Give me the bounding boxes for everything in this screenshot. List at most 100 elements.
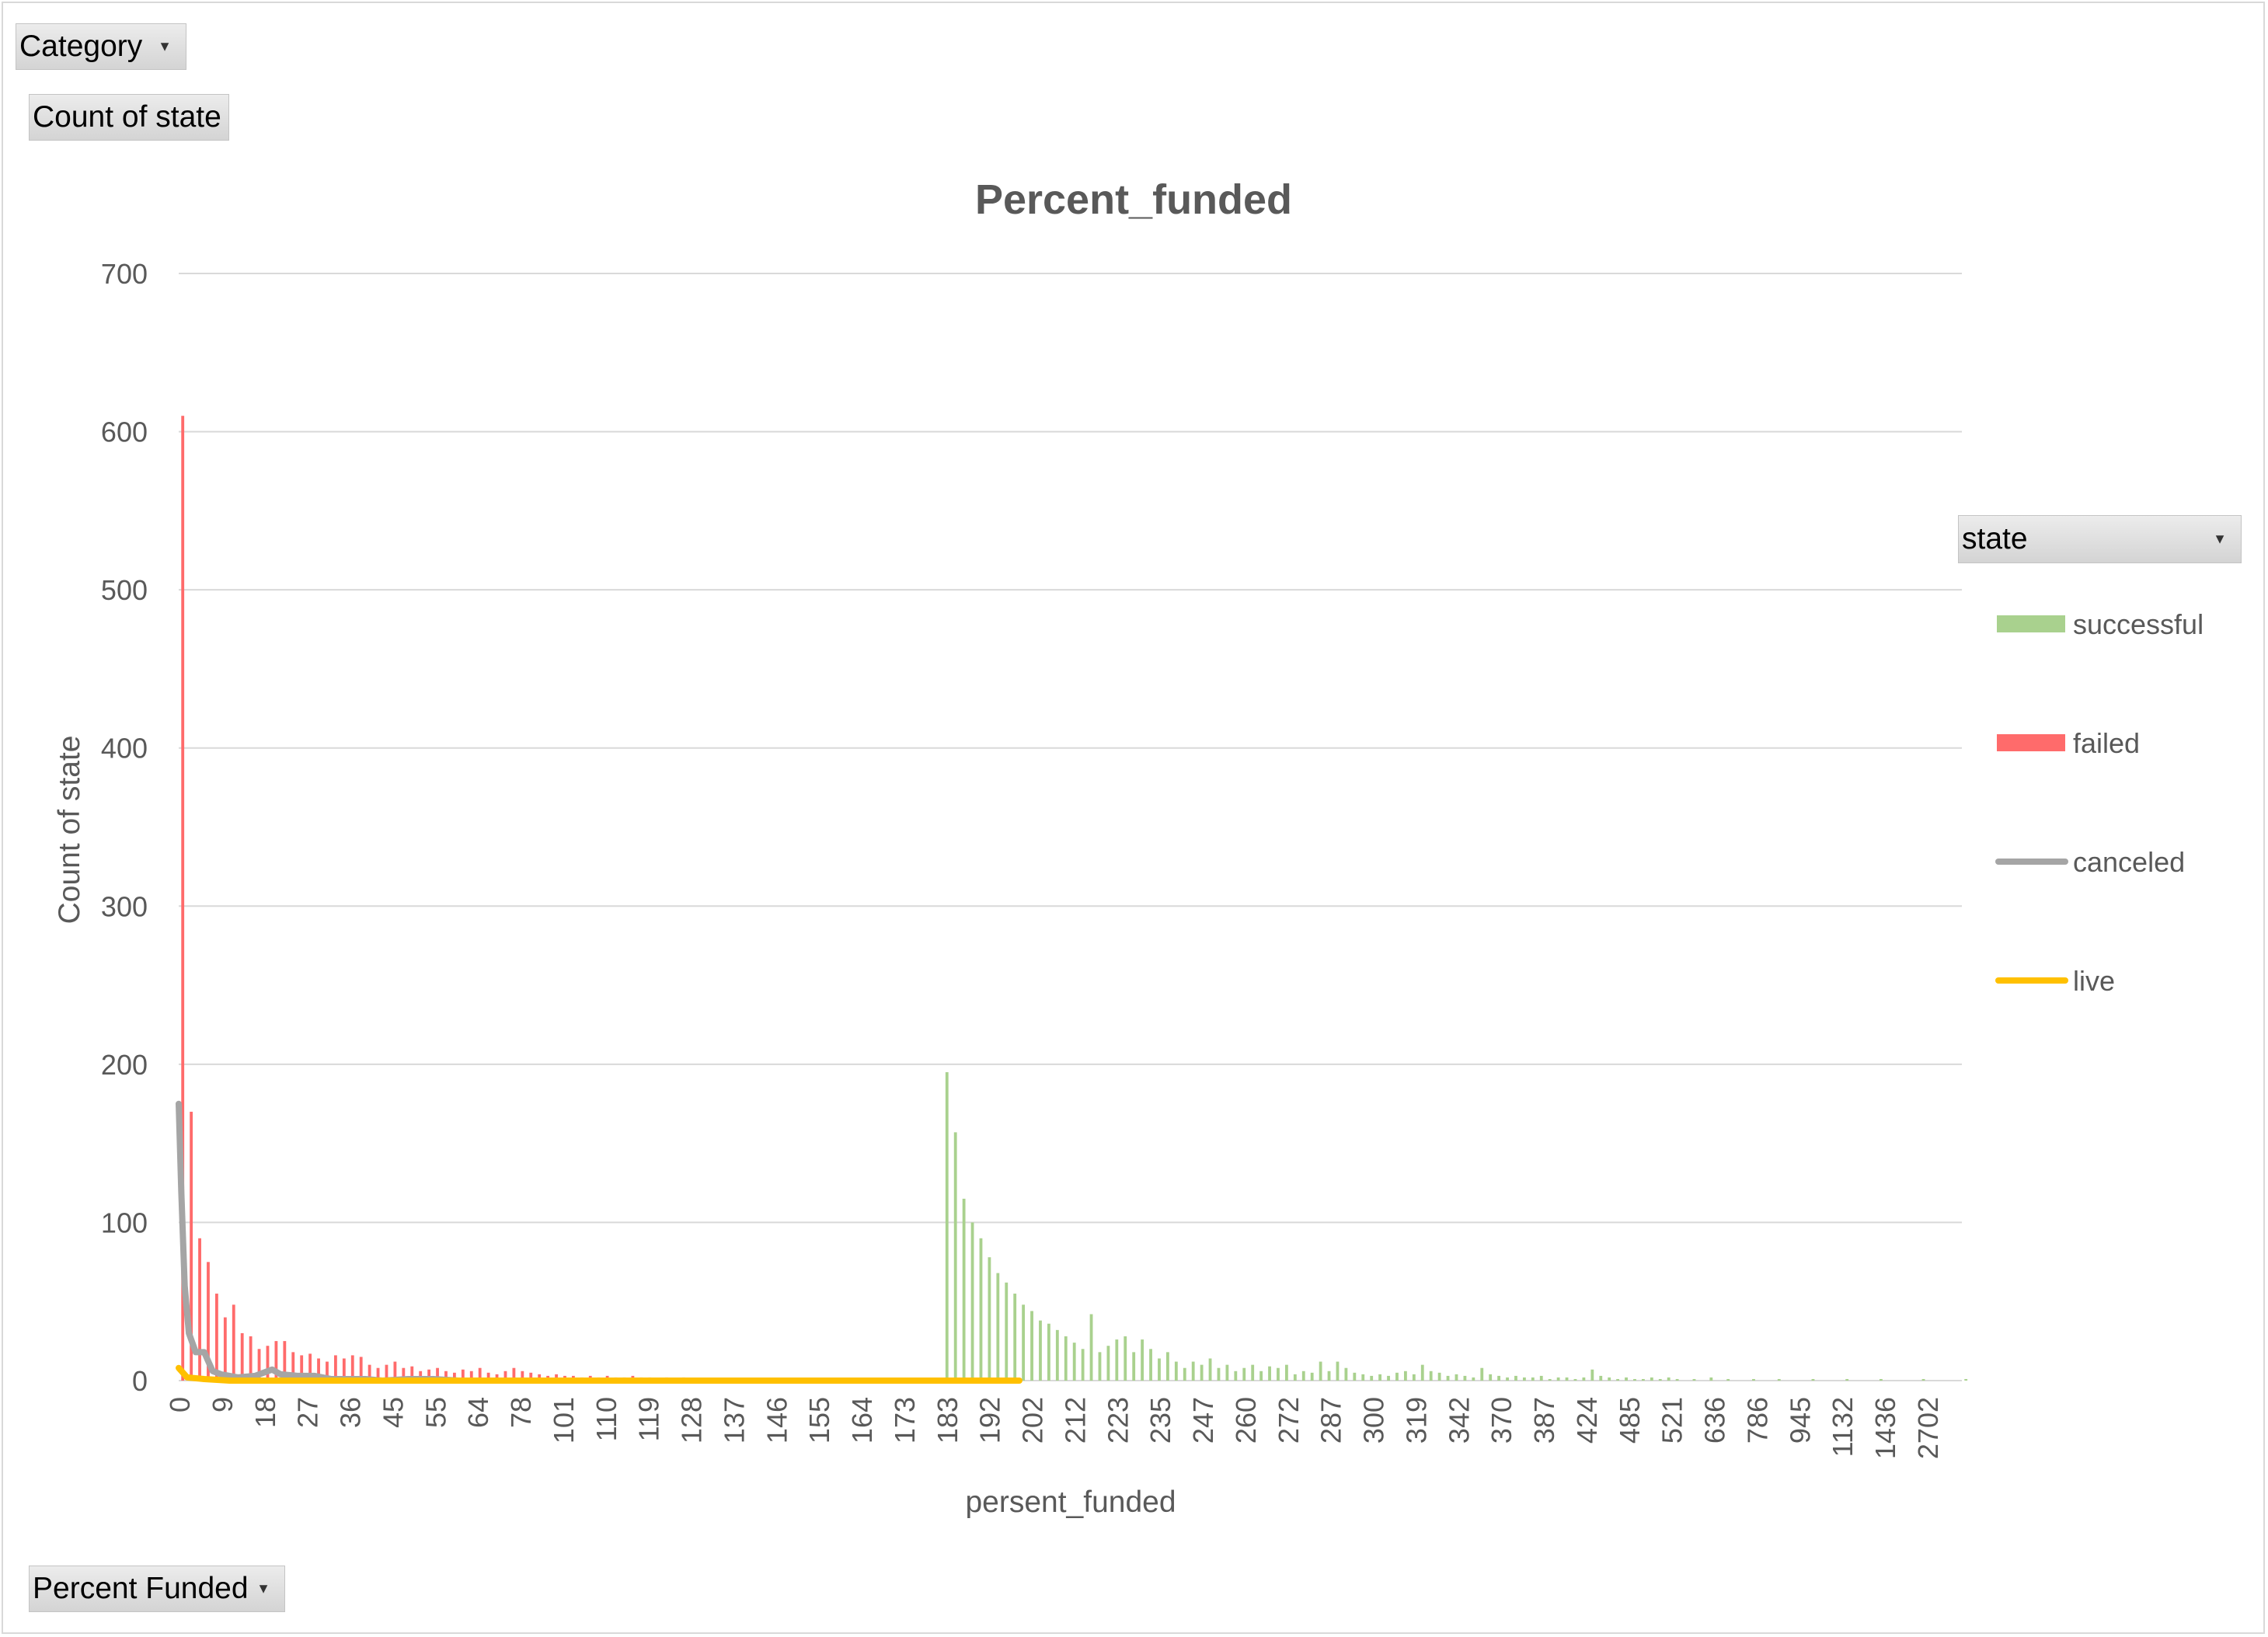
x-tick-label: 27 [292,1397,324,1428]
successful-bar [1165,1352,1169,1381]
successful-bar [1284,1364,1288,1381]
x-tick-label: 78 [505,1397,537,1428]
x-tick-label: 101 [548,1397,580,1444]
x-tick-label: 9 [207,1397,239,1412]
successful-bar [1446,1375,1450,1381]
x-tick-label: 485 [1614,1397,1646,1444]
legend-field-label: state [1962,522,2028,556]
failed-bar [308,1353,312,1381]
failed-bar [249,1336,253,1381]
failed-bar [402,1367,406,1381]
successful-bar [1387,1375,1390,1381]
category-filter-button[interactable]: Category ▼ [16,23,186,70]
successful-bar [1395,1372,1399,1381]
successful-bar [1370,1375,1374,1381]
failed-bar [368,1364,371,1381]
successful-bar [1005,1282,1009,1381]
successful-bar [1319,1361,1322,1381]
failed-bar [342,1358,346,1381]
legend-field-button[interactable]: state ▼ [1958,515,2242,563]
successful-bar [1301,1371,1305,1381]
failed-bar [436,1367,439,1381]
failed-bar [326,1361,329,1381]
successful-bar [1268,1366,1271,1381]
chart-title: Percent_funded [975,176,1292,223]
successful-bar [953,1132,957,1381]
chevron-down-icon[interactable]: ▼ [158,38,172,54]
values-field-label: Count of state [33,100,221,134]
x-tick-label: 370 [1486,1397,1517,1444]
failed-bar [207,1262,210,1381]
x-tick-label: 1436 [1869,1397,1901,1459]
successful-bar [996,1273,1000,1381]
successful-bar [1514,1375,1517,1381]
failed-bar [350,1355,354,1381]
x-tick-label: 155 [803,1397,835,1444]
line-series [176,1100,1023,1384]
successful-bar [1047,1323,1050,1381]
x-tick-label: 202 [1017,1397,1049,1444]
successful-bar [1845,1378,1849,1381]
x-tick-label: 247 [1187,1397,1219,1444]
successful-bar [1565,1377,1569,1381]
successful-bar [1251,1364,1255,1381]
x-tick-label: 110 [591,1397,622,1441]
failed-bar [283,1341,287,1381]
chevron-down-icon[interactable]: ▼ [2213,531,2227,547]
legend: successful failed canceled live [1995,608,2204,997]
failed-bar [232,1304,235,1381]
successful-bar [1378,1374,1382,1381]
successful-bar [1089,1314,1093,1381]
successful-bar [1921,1378,1925,1381]
x-tick-label: 18 [249,1397,281,1428]
successful-bar [1777,1378,1781,1381]
failed-bar [410,1366,414,1381]
failed-bar [478,1367,482,1381]
successful-bar [1124,1336,1127,1381]
successful-bar [1039,1320,1042,1381]
successful-bar [1055,1329,1059,1381]
failed-bar [333,1355,337,1381]
y-tick-label: 0 [132,1365,148,1397]
chevron-down-icon[interactable]: ▼ [256,1580,270,1597]
successful-bar [1132,1352,1136,1381]
successful-bar [1064,1336,1068,1381]
failed-bar [266,1346,270,1381]
axis-field-button[interactable]: Percent Funded ▼ [29,1566,285,1612]
values-field-button[interactable]: Count of state [29,94,229,141]
successful-bar [1234,1371,1238,1381]
failed-bar [486,1372,490,1381]
successful-bar [1403,1371,1407,1381]
x-tick-label: 260 [1230,1397,1262,1444]
successful-bar [1582,1377,1586,1381]
failed-legend-label: failed [2073,727,2140,759]
failed-bar [240,1332,244,1381]
successful-bar [1633,1378,1636,1381]
failed-legend-swatch [1997,734,2065,751]
y-tick-label: 400 [101,733,148,765]
failed-bar [257,1349,261,1381]
x-tick-label: 137 [718,1397,750,1444]
failed-bar [444,1371,448,1381]
y-tick-label: 100 [101,1207,148,1238]
successful-bar [1752,1378,1755,1381]
y-tick-labels: 0 100 200 300 400 500 600 700 [101,258,148,1397]
successful-bar [1429,1371,1433,1381]
successful-bar [1709,1377,1713,1381]
failed-bar [214,1294,218,1381]
successful-legend-swatch [1997,615,2065,632]
successful-bar [1191,1361,1195,1381]
category-filter-label: Category [19,30,143,63]
successful-legend-label: successful [2073,608,2204,640]
successful-bar [1353,1372,1357,1381]
x-tick-label: 2702 [1912,1397,1944,1459]
x-tick-label: 173 [889,1397,921,1444]
failed-bar [300,1355,304,1381]
successful-bar [1497,1375,1501,1381]
x-tick-label: 0 [164,1397,196,1412]
successful-bar [1344,1367,1348,1381]
x-tick-label: 119 [633,1397,665,1441]
y-tick-label: 600 [101,416,148,448]
x-axis-title: persent_funded [965,1485,1176,1519]
failed-bar [529,1372,533,1381]
